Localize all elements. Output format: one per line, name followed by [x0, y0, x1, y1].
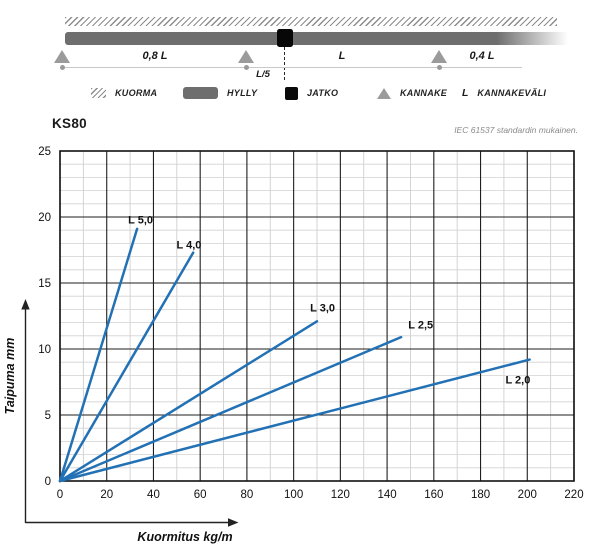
legend-label: KANNAKE — [400, 88, 448, 98]
x-tick-label: 60 — [194, 489, 207, 501]
legend-item-kannakevali: L KANNAKEVÄLI — [462, 86, 546, 100]
series-label: L 5,0 — [128, 215, 153, 227]
x-tick-label: 0 — [57, 489, 63, 501]
bracket-triangle-icon — [431, 50, 447, 63]
x-tick-label: 180 — [471, 489, 490, 501]
dim-label-span-left: 0,8 L — [142, 50, 168, 62]
bracket-triangle-icon — [238, 50, 254, 63]
series-label: L 3,0 — [310, 302, 335, 314]
x-tick-label: 80 — [241, 489, 254, 501]
legend-item-kuorma: KUORMA — [91, 86, 157, 100]
legend-label: HYLLY — [227, 88, 258, 98]
x-tick-label: 140 — [377, 489, 396, 501]
legend-item-kannake: KANNAKE — [377, 86, 447, 100]
x-tick-label: 200 — [518, 489, 537, 501]
load-hatch-strip — [65, 17, 557, 26]
y-tick-label: 25 — [38, 146, 51, 158]
legend-label: JATKO — [307, 88, 339, 98]
series-line — [58, 335, 403, 483]
dimension-dot — [437, 65, 442, 70]
shelf-bar — [65, 32, 573, 45]
joint-square-icon — [285, 86, 298, 100]
dimension-dot — [244, 65, 249, 70]
load-hatch-icon — [91, 88, 106, 98]
joint-icon — [277, 29, 293, 47]
plot-frame — [59, 150, 575, 482]
x-tick-label: 20 — [100, 489, 113, 501]
series-label: L 2,0 — [505, 374, 530, 386]
series-label: L 2,5 — [408, 320, 433, 332]
chart-title: KS80 — [52, 116, 87, 131]
series-line — [58, 358, 531, 483]
series-line — [58, 227, 139, 483]
bracket-triangle-icon — [377, 87, 391, 99]
series-label: L 4,0 — [177, 240, 202, 252]
x-tick-label: 120 — [331, 489, 350, 501]
y-tick-label: 10 — [38, 344, 51, 356]
dimension-dot — [60, 65, 65, 70]
y-tick-label: 15 — [38, 278, 51, 290]
shelf-bar-icon — [183, 87, 218, 99]
x-tick-label: 40 — [147, 489, 160, 501]
x-axis-arrowhead-icon — [228, 518, 239, 527]
y-axis-arrowhead-icon — [21, 299, 30, 310]
x-tick-label: 160 — [424, 489, 443, 501]
x-tick-label: 220 — [564, 489, 583, 501]
y-tick-label: 20 — [38, 212, 51, 224]
x-axis-label: Kuormitus kg/m — [137, 530, 232, 544]
x-tick-label: 100 — [284, 489, 303, 501]
legend-label: KANNAKEVÄLI — [477, 88, 547, 98]
dim-label-joint-offset: L/5 — [256, 69, 270, 80]
bracket-triangle-icon — [54, 50, 70, 63]
legend-label: KUORMA — [115, 88, 158, 98]
length-symbol: L — [462, 87, 469, 99]
joint-dashed-line — [284, 47, 285, 80]
y-axis-label: Taipuma mm — [3, 338, 17, 415]
dim-label-span-mid: L — [338, 50, 346, 62]
series-line — [58, 251, 195, 483]
standard-note: IEC 61537 standardin mukainen. — [454, 125, 578, 135]
dimension-line — [63, 67, 522, 68]
y-tick-label: 0 — [45, 476, 51, 488]
dim-label-overhang: 0,4 L — [469, 50, 495, 62]
series-line — [58, 320, 319, 483]
legend-item-hylly: HYLLY — [183, 86, 257, 100]
legend-item-jatko: JATKO — [285, 86, 338, 100]
y-tick-label: 5 — [45, 410, 51, 422]
